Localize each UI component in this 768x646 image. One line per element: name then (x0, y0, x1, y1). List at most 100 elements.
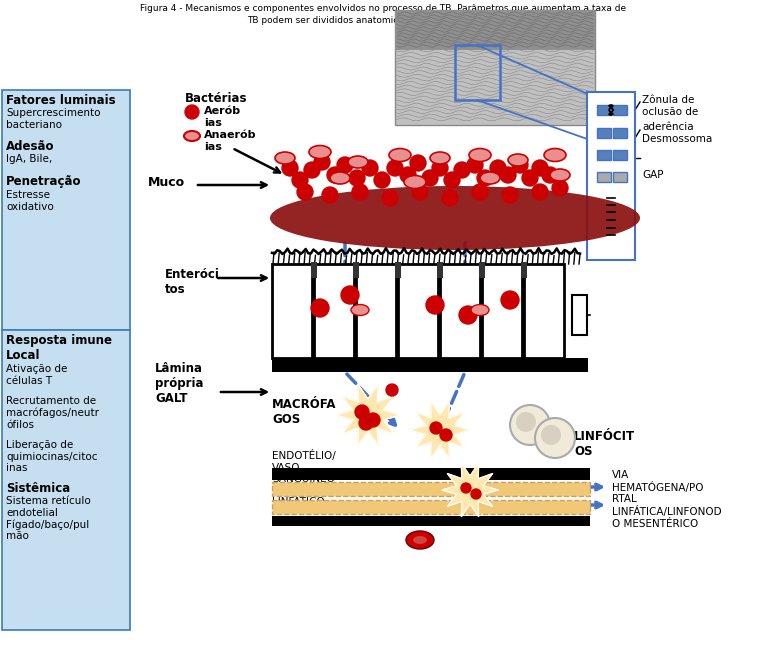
Circle shape (459, 306, 477, 324)
Circle shape (400, 167, 416, 183)
Circle shape (444, 172, 460, 188)
Ellipse shape (275, 152, 295, 164)
Bar (437, 262, 443, 278)
Bar (597, 172, 611, 182)
Circle shape (430, 422, 442, 434)
Bar (2, 90, 130, 330)
Text: Lâmina
própria
GALT: Lâmina própria GALT (155, 362, 204, 405)
Ellipse shape (330, 172, 350, 184)
Bar (353, 262, 359, 278)
Text: IgA, Bile,: IgA, Bile, (6, 154, 52, 164)
Circle shape (327, 167, 343, 183)
Bar (356, 264, 396, 358)
Circle shape (542, 167, 558, 183)
Text: Liberação de
quimiocinas/citoc
inas: Liberação de quimiocinas/citoc inas (6, 440, 98, 474)
Ellipse shape (469, 149, 491, 162)
Polygon shape (336, 384, 400, 446)
Circle shape (292, 172, 308, 188)
Circle shape (510, 405, 550, 445)
Bar (272, 482, 590, 496)
Circle shape (426, 296, 444, 314)
Circle shape (461, 483, 471, 493)
Ellipse shape (480, 172, 500, 184)
Text: Anaerób
ias: Anaerób ias (204, 130, 257, 152)
Bar (440, 264, 480, 358)
Circle shape (552, 180, 568, 196)
Bar (479, 262, 485, 278)
Text: Supercrescimento
bacteriano: Supercrescimento bacteriano (6, 108, 101, 130)
Circle shape (314, 154, 330, 170)
Text: Bactérias: Bactérias (185, 92, 247, 105)
Circle shape (440, 429, 452, 441)
Bar (272, 500, 590, 514)
Bar (272, 468, 590, 480)
Circle shape (472, 184, 488, 200)
Bar (314, 264, 354, 358)
Circle shape (311, 299, 329, 317)
Bar (272, 358, 588, 372)
Bar (272, 516, 590, 526)
Text: Fatores luminais: Fatores luminais (6, 94, 116, 107)
Circle shape (412, 184, 428, 200)
Circle shape (282, 160, 298, 176)
Ellipse shape (184, 131, 200, 141)
Text: Figura 4 - Mecanismos e componentes envolvidos no processo de TB. Parâmetros que: Figura 4 - Mecanismos e componentes envo… (140, 4, 628, 13)
Text: Zônula de
oclusão de: Zônula de oclusão de (642, 95, 698, 116)
Circle shape (502, 187, 518, 203)
Bar (587, 92, 635, 260)
Circle shape (349, 170, 365, 186)
Circle shape (410, 155, 426, 171)
Circle shape (467, 157, 483, 173)
Circle shape (366, 413, 380, 427)
Text: Estresse
oxidativo: Estresse oxidativo (6, 190, 54, 212)
Ellipse shape (544, 149, 566, 162)
Circle shape (535, 418, 575, 458)
Circle shape (532, 160, 548, 176)
Circle shape (386, 384, 398, 396)
Circle shape (362, 160, 378, 176)
Bar (2, 330, 130, 630)
Text: Adesão: Adesão (6, 140, 55, 153)
Polygon shape (442, 463, 498, 517)
Text: Muco: Muco (148, 176, 185, 189)
Bar (272, 264, 312, 358)
Ellipse shape (471, 304, 489, 315)
Bar (572, 295, 587, 335)
Bar (597, 105, 611, 115)
Text: MACRÓFA
GOS: MACRÓFA GOS (272, 398, 336, 426)
Text: Penetração: Penetração (6, 175, 81, 188)
Circle shape (355, 405, 369, 419)
Ellipse shape (406, 531, 434, 549)
Polygon shape (410, 401, 470, 459)
Text: Ativação de
células T: Ativação de células T (6, 364, 68, 386)
Circle shape (442, 190, 458, 206)
Ellipse shape (389, 149, 411, 162)
Bar (395, 262, 401, 278)
Ellipse shape (348, 156, 368, 168)
Circle shape (337, 157, 353, 173)
Circle shape (477, 170, 493, 186)
Text: Aerób
ias: Aerób ias (204, 106, 241, 128)
Bar (455, 45, 500, 100)
Bar (613, 172, 627, 182)
Bar (613, 150, 627, 160)
Ellipse shape (270, 186, 640, 250)
Bar (613, 105, 627, 115)
Bar (482, 264, 522, 358)
Circle shape (471, 489, 481, 499)
Circle shape (359, 416, 373, 430)
Bar (521, 262, 527, 278)
Bar (524, 264, 564, 358)
Text: VIA
HEMATÓGENA/PO
RTAL
LINFÁTICA/LINFONOD
O MESENTÉRICO: VIA HEMATÓGENA/PO RTAL LINFÁTICA/LINFONO… (612, 470, 722, 529)
Bar (311, 262, 317, 278)
Circle shape (374, 172, 390, 188)
Text: LINFÓCIT
OS: LINFÓCIT OS (574, 430, 635, 458)
Circle shape (382, 190, 398, 206)
Circle shape (341, 286, 359, 304)
Circle shape (297, 184, 313, 200)
Text: Sistêmica: Sistêmica (6, 482, 70, 495)
Circle shape (322, 187, 338, 203)
Ellipse shape (550, 169, 570, 181)
Ellipse shape (413, 536, 427, 544)
Circle shape (432, 160, 448, 176)
